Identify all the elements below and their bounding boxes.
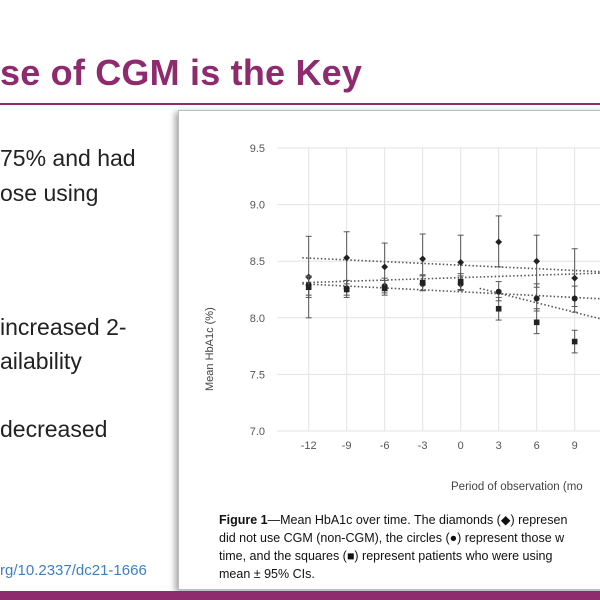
bullet-line-3: increased 2- — [0, 314, 127, 340]
bottom-accent-bar — [0, 591, 600, 600]
circle-marker — [533, 295, 540, 302]
figure-caption: Figure 1—Mean HbA1c over time. The diamo… — [219, 511, 600, 583]
chart-grid — [277, 147, 600, 432]
x-tick-label: 0 — [458, 440, 464, 452]
bullet-line-2: ose using — [0, 180, 99, 206]
bullet-line-5: decreased — [0, 416, 108, 442]
square-marker — [305, 284, 312, 291]
x-tick-label: 9 — [572, 440, 578, 452]
x-tick-label: -9 — [342, 440, 352, 452]
x-tick-labels: -12 -9 -6 -3 0 3 6 9 — [301, 440, 578, 452]
diamond-marker — [343, 254, 351, 262]
caption-text-1: —Mean HbA1c over time. The diamonds (◆) … — [267, 513, 568, 527]
caption-line-4: mean ± 95% CIs. — [219, 567, 315, 581]
diamond-marker — [495, 238, 503, 246]
bullet-line-1: 75% and had — [0, 145, 136, 171]
trendline — [302, 283, 600, 300]
square-marker — [419, 279, 426, 286]
y-axis-label: Mean HbA1c (%) — [204, 307, 216, 391]
diamond-marker — [419, 255, 427, 263]
square-marker — [457, 278, 464, 285]
chart-data-marks — [305, 215, 579, 354]
caption-label: Figure 1 — [219, 513, 268, 527]
figure-panel: 7.0 7.5 8.0 8.5 9.0 9.5 -12 -9 -6 -3 0 3 6 9 Mean Hb… — [178, 110, 600, 590]
x-tick-label: 6 — [534, 440, 540, 452]
diamond-marker — [381, 263, 389, 271]
caption-line-2: did not use CGM (non-CGM), the circles (… — [219, 531, 565, 545]
square-marker — [343, 286, 350, 293]
square-marker — [381, 285, 388, 292]
y-tick-label: 7.5 — [250, 369, 265, 381]
x-tick-label: -6 — [380, 440, 390, 452]
diamond-marker — [457, 258, 465, 266]
y-tick-labels: 7.0 7.5 8.0 8.5 9.0 9.5 — [250, 143, 265, 438]
square-marker — [533, 319, 540, 326]
trendline — [302, 257, 600, 273]
chart-trendlines — [302, 257, 600, 320]
square-marker — [495, 305, 502, 312]
doi-link[interactable]: rg/10.2337/dc21-1666 — [0, 562, 147, 579]
diamond-marker — [571, 274, 579, 282]
diamond-marker — [533, 257, 541, 265]
trendline — [479, 287, 600, 320]
y-tick-label: 8.0 — [250, 313, 265, 325]
trendline — [302, 272, 600, 284]
title-divider — [0, 103, 600, 105]
caption-line-3: time, and the squares (■) represent pati… — [219, 549, 553, 563]
x-tick-label: -3 — [418, 440, 428, 452]
x-tick-label: -12 — [301, 440, 317, 452]
circle-marker — [495, 288, 502, 295]
bullet-line-4: ailability — [0, 348, 82, 374]
y-tick-label: 9.0 — [250, 200, 265, 212]
caption-line-1: Figure 1—Mean HbA1c over time. The diamo… — [219, 511, 600, 529]
y-tick-label: 9.5 — [250, 143, 265, 155]
circle-marker — [571, 295, 578, 302]
square-marker — [571, 338, 578, 345]
slide-title: se of CGM is the Key — [0, 52, 363, 93]
x-tick-label: 3 — [496, 440, 502, 452]
y-tick-label: 7.0 — [250, 426, 265, 438]
hba1c-chart: 7.0 7.5 8.0 8.5 9.0 9.5 -12 -9 -6 -3 0 3 6 9 Mean Hb… — [204, 143, 600, 493]
x-axis-label: Period of observation (mo — [451, 481, 583, 493]
y-tick-label: 8.5 — [250, 256, 265, 268]
